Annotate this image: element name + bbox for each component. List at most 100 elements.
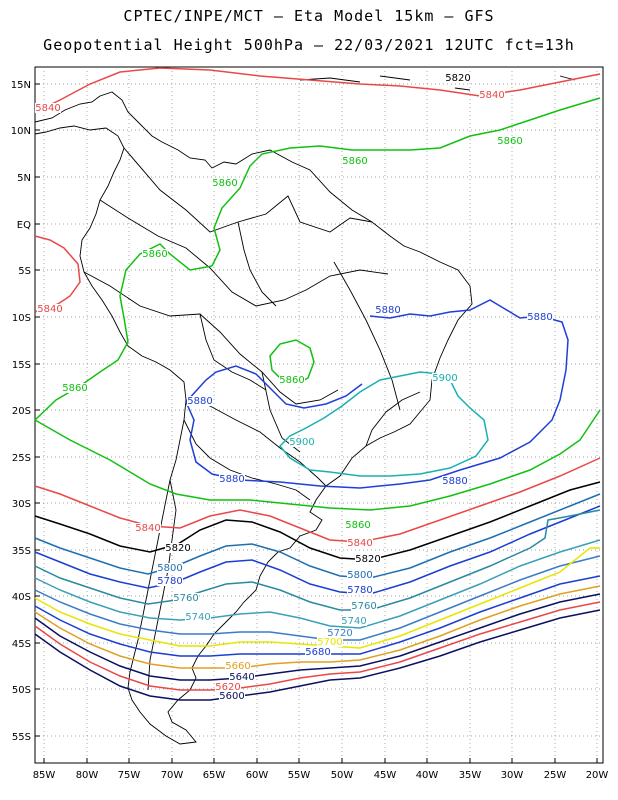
- contour-label-bg: [479, 90, 505, 100]
- latitude-tick-label: 50S: [12, 685, 31, 696]
- longitude-tick-label: 65W: [203, 770, 226, 781]
- longitude-tick-label: 60W: [246, 770, 269, 781]
- contour-label: 5740: [341, 616, 366, 627]
- contour-label: 5840: [135, 523, 160, 534]
- contour-5860: [34, 409, 601, 511]
- contour-label-bg: [527, 312, 553, 322]
- contour-5880-north: [185, 299, 569, 489]
- latitude-tick-label: EQ: [17, 220, 31, 231]
- longitude-tick-label: 80W: [76, 770, 99, 781]
- contour-label: 5840: [347, 538, 372, 549]
- map-subtitle: Geopotential Height 500hPa – 22/03/2021 …: [43, 36, 575, 54]
- contour-label: 5800: [347, 570, 372, 581]
- contour-label-bg: [327, 628, 353, 638]
- longitude-tick-label: 25W: [544, 770, 567, 781]
- contour-label-bg: [173, 593, 199, 603]
- contour-label-bg: [345, 520, 371, 530]
- contour-label-bg: [212, 178, 238, 188]
- contour-5740: [34, 539, 601, 629]
- contour-label-bg: [187, 396, 213, 406]
- contour-label-bg: [317, 637, 343, 647]
- contour-label: 5880: [187, 396, 212, 407]
- contour-label: 5600: [219, 691, 244, 702]
- contour-label: 5860: [279, 375, 304, 386]
- contour-label: 5680: [305, 647, 330, 658]
- latitude-tick-label: 5S: [18, 266, 31, 277]
- contour-label-bg: [135, 523, 161, 533]
- longitude-labels: 85W 80W 75W 70W 65W 60W 55W 50W 45W 40W 35W 30W 25W 2…: [33, 758, 609, 781]
- contour-5840-west: [34, 235, 81, 313]
- contour-label: 5780: [347, 585, 372, 596]
- contour-label: 5880: [442, 476, 467, 487]
- longitude-tick-label: 40W: [416, 770, 439, 781]
- contour-label-bg: [219, 474, 245, 484]
- contour-label: 5620: [215, 682, 240, 693]
- contour-5600: [34, 609, 601, 701]
- contour-label: 5840: [479, 90, 504, 101]
- contour-5800: [34, 493, 601, 579]
- contour-5840-north: [34, 67, 601, 113]
- contour-label-bg: [445, 73, 471, 83]
- contour-label: 5860: [62, 383, 87, 394]
- contour-label-bg: [289, 437, 315, 447]
- latitude-tick-label: 40S: [12, 592, 31, 603]
- contour-label-bg: [341, 616, 367, 626]
- contour-labels: 5820 5840 5840 5860 5860 5860 5860 5840 5880 5880…: [35, 73, 553, 702]
- contour-label: 5900: [432, 373, 457, 384]
- grid-lines: [35, 67, 603, 763]
- contour-label-bg: [157, 576, 183, 586]
- latitude-tick-label: 10S: [12, 313, 31, 324]
- contour-5640: [34, 593, 601, 681]
- map-frame: [34, 66, 604, 764]
- contour-label: 5880: [527, 312, 552, 323]
- contour-label-bg: [355, 554, 381, 564]
- contour-label-bg: [432, 373, 458, 383]
- contour-label: 5840: [35, 103, 60, 114]
- contour-5680: [34, 575, 601, 657]
- contour-5700: [34, 547, 600, 649]
- contour-5660: [34, 585, 601, 669]
- latitude-tick-label: 20S: [12, 406, 31, 417]
- contour-label-bg: [351, 601, 377, 611]
- longitude-tick-label: 30W: [501, 770, 524, 781]
- contour-label-bg: [347, 585, 373, 595]
- latitude-tick-label: 5N: [17, 173, 31, 184]
- contour-5900: [278, 371, 489, 477]
- latitude-tick-label: 45S: [12, 639, 31, 650]
- latitude-tick-label: 30S: [12, 499, 31, 510]
- contour-label-bg: [225, 661, 251, 671]
- contour-label: 5740: [185, 612, 210, 623]
- contour-label-bg: [347, 538, 373, 548]
- latitude-tick-label: 10N: [11, 126, 31, 137]
- contour-label-bg: [62, 383, 88, 393]
- contour-label: 5900: [289, 437, 314, 448]
- contour-label-bg: [279, 375, 305, 385]
- longitude-tick-label: 20W: [586, 770, 609, 781]
- contour-label-bg: [375, 305, 401, 315]
- contour-label: 5860: [345, 520, 370, 531]
- contour-label-bg: [305, 647, 331, 657]
- contour-label: 5860: [212, 178, 237, 189]
- contour-label: 5880: [375, 305, 400, 316]
- longitude-tick-label: 55W: [288, 770, 311, 781]
- contour-label-bg: [35, 103, 61, 113]
- contour-label-bg: [342, 156, 368, 166]
- contour-5720: [34, 555, 601, 641]
- contour-label-bg: [347, 570, 373, 580]
- longitude-tick-label: 50W: [331, 770, 354, 781]
- contour-label-bg: [442, 476, 468, 486]
- contour-label-bg: [219, 691, 245, 701]
- longitude-tick-label: 70W: [161, 770, 184, 781]
- contour-label-bg: [142, 249, 168, 259]
- contour-label: 5700: [317, 637, 342, 648]
- contour-lines: [34, 67, 601, 701]
- contour-label: 5880: [219, 474, 244, 485]
- contour-label: 5660: [225, 661, 250, 672]
- contour-5820: [34, 481, 601, 561]
- contour-label: 5760: [351, 601, 376, 612]
- contour-label: 5820: [165, 543, 190, 554]
- latitude-tick-label: 15S: [12, 360, 31, 371]
- contour-label: 5840: [37, 304, 62, 315]
- contour-label-bg: [497, 136, 523, 146]
